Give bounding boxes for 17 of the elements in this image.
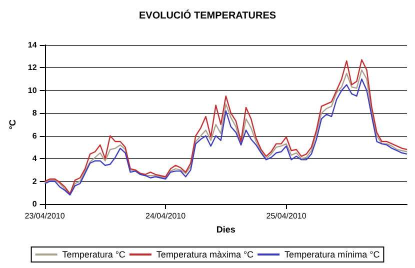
x-tick-label: 25/04/2010 <box>266 212 307 220</box>
y-tick-label: 10 <box>28 86 38 95</box>
y-tick-label: 14 <box>28 40 38 50</box>
chart-title: EVOLUCIÓ TEMPERATURES <box>138 10 276 22</box>
y-axis-title: °C <box>8 118 18 130</box>
y-tick-label: 8 <box>32 108 38 118</box>
y-tick-label: 12 <box>28 63 38 72</box>
legend-label: Temperatura mínima °C <box>284 250 380 260</box>
y-tick-label: 2 <box>32 176 38 186</box>
x-tick-label: 24/04/2010 <box>146 212 186 220</box>
y-tick-label: 6 <box>32 131 38 140</box>
x-tick-label: 23/04/2010 <box>24 212 66 220</box>
legend-label: Temperatura °C <box>62 250 126 260</box>
y-tick-label: 0 <box>32 200 38 208</box>
y-tick-label: 4 <box>32 154 38 164</box>
legend-label: Temperatura màxima °C <box>156 250 254 260</box>
x-axis-title: Dies <box>216 224 236 234</box>
